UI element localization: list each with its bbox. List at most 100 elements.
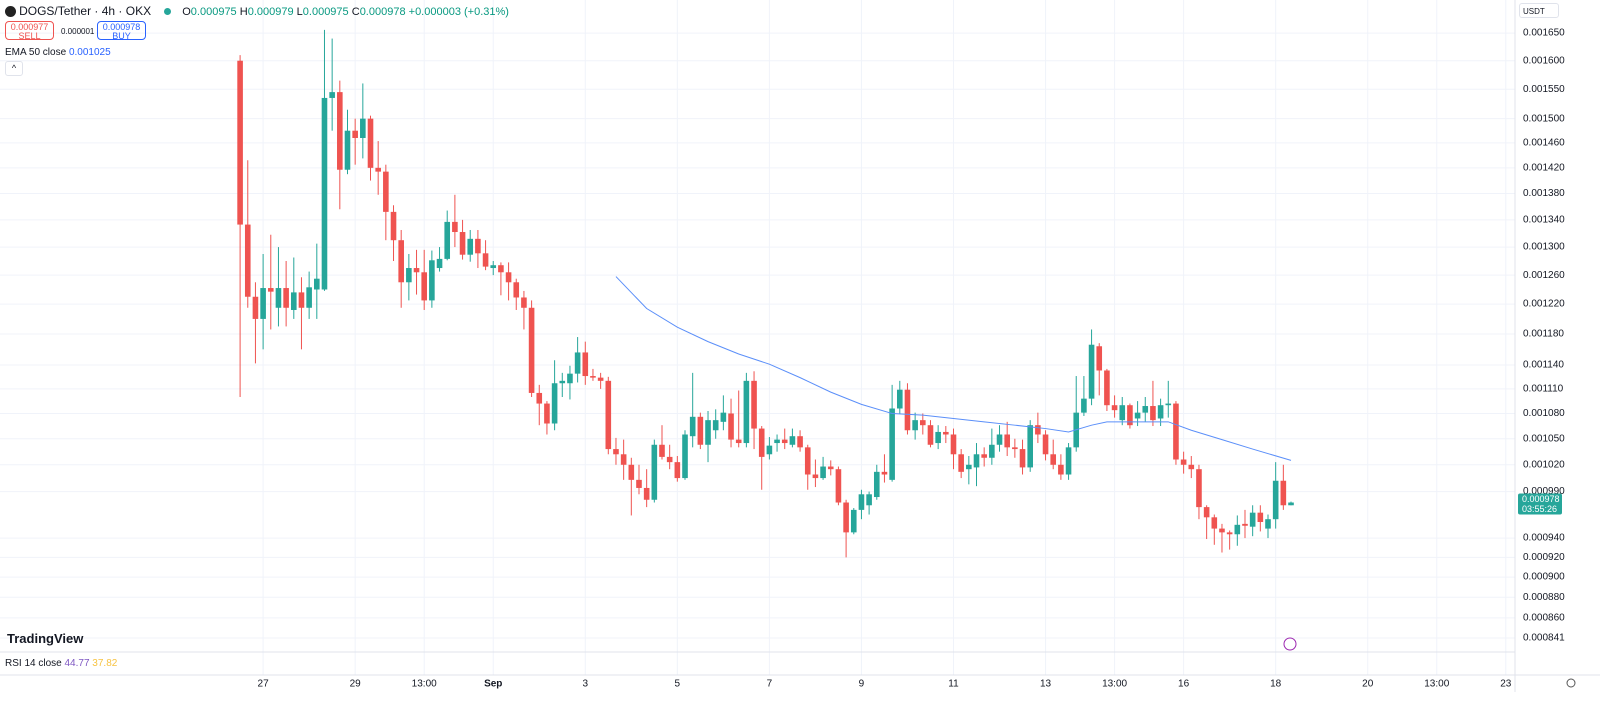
- candle-body: [858, 494, 865, 510]
- candle-body: [490, 265, 497, 269]
- candle-body: [996, 434, 1003, 445]
- candle-body: [505, 272, 512, 283]
- candle-body: [244, 224, 251, 297]
- candle-body: [682, 434, 688, 479]
- candle-body: [475, 238, 481, 254]
- x-tick-label: Sep: [484, 679, 502, 690]
- candle-body: [774, 439, 780, 444]
- candle-body: [728, 413, 734, 440]
- brand: TradingView: [7, 631, 84, 646]
- candle-body: [643, 487, 650, 500]
- change: +0.000003 (+0.31%): [408, 6, 509, 18]
- last-price: 0.000978: [1522, 494, 1560, 504]
- candle-body: [1142, 406, 1149, 413]
- candle-body: [966, 464, 972, 470]
- candle-body: [1165, 403, 1172, 406]
- candle-body: [927, 425, 934, 445]
- candle-body: [751, 380, 757, 429]
- y-tick-label: 0.001020: [1523, 459, 1565, 470]
- candle-body: [896, 389, 903, 409]
- ohlc-label: O: [182, 6, 191, 18]
- candle-body: [620, 454, 627, 465]
- candle-body: [797, 436, 803, 448]
- candle-body: [812, 474, 819, 479]
- candle-body: [413, 268, 420, 273]
- spread: 0.000001: [61, 27, 95, 36]
- candle-body: [352, 130, 358, 138]
- x-tick-label: 16: [1178, 679, 1190, 690]
- ohlc-value: 0.000975: [190, 6, 237, 18]
- candle-body: [306, 287, 312, 308]
- candle-body: [582, 352, 589, 377]
- y-tick-label: 0.001340: [1523, 215, 1565, 226]
- candle-body: [321, 97, 328, 290]
- candle-body: [1065, 447, 1072, 475]
- buy-button[interactable]: 0.000978 BUY: [97, 21, 146, 41]
- candle-body: [958, 454, 964, 472]
- x-tick-label: 23: [1500, 679, 1512, 690]
- candle-body: [720, 412, 727, 422]
- candle-body: [935, 431, 941, 444]
- rsi-ma: 37.82: [92, 658, 118, 669]
- collapse-button[interactable]: ^: [5, 61, 23, 76]
- ohlc-value: 0.000975: [302, 6, 349, 18]
- ema-legend: EMA 50 close 0.001025: [5, 47, 111, 58]
- candle-body: [1219, 528, 1225, 533]
- y-tick-label: 0.001260: [1523, 270, 1565, 281]
- candle-body: [873, 471, 880, 498]
- candle-body: [275, 288, 282, 308]
- candle-body: [1104, 370, 1110, 406]
- x-tick-label: 13:00: [1424, 679, 1449, 690]
- candle-body: [1173, 403, 1179, 460]
- candle-body: [567, 373, 573, 384]
- y-tick-label: 0.001550: [1523, 84, 1565, 95]
- candle-body: [429, 260, 435, 301]
- candle-body: [820, 466, 826, 479]
- candle-body: [452, 221, 458, 233]
- candle-body: [835, 469, 842, 503]
- candle-body: [866, 494, 872, 506]
- candle-body: [1242, 523, 1248, 526]
- candle-body: [1150, 406, 1156, 421]
- candle-body: [674, 462, 681, 479]
- candle-body: [459, 232, 466, 255]
- x-tick-label: 13:00: [412, 679, 437, 690]
- candle-body: [705, 420, 711, 445]
- sell-price: 0.000977: [10, 22, 49, 32]
- sell-label: SELL: [18, 31, 41, 41]
- candle-body: [1196, 469, 1202, 508]
- currency[interactable]: USDT: [1519, 3, 1559, 18]
- candle-body: [981, 454, 987, 458]
- candle-body: [1119, 405, 1126, 421]
- symbol[interactable]: DOGS/Tether · 4h · OKX: [19, 4, 152, 18]
- y-tick-label: 0.000860: [1523, 613, 1565, 624]
- candle-body: [1249, 512, 1256, 527]
- y-tick-label: 0.001380: [1523, 188, 1565, 199]
- candle-body: [1188, 464, 1195, 470]
- candle-body: [1180, 459, 1187, 465]
- status-dot: [164, 8, 172, 15]
- x-tick-label: 20: [1362, 679, 1374, 690]
- candle-body: [1257, 512, 1264, 522]
- candle-body: [697, 416, 704, 445]
- candle-body: [298, 292, 305, 308]
- candle-body: [666, 456, 673, 463]
- y-tick-label: 0.001140: [1523, 360, 1564, 371]
- rsi-value: 44.77: [64, 658, 90, 669]
- ohlc-value: 0.000979: [247, 6, 294, 18]
- candle-body: [881, 471, 888, 475]
- candle-body: [843, 502, 849, 533]
- candle-body: [743, 380, 750, 444]
- candle-body: [613, 449, 619, 455]
- candle-body: [436, 258, 443, 269]
- candle-body: [544, 403, 550, 424]
- candle-body: [712, 420, 719, 431]
- y-tick-label: 0.001180: [1523, 329, 1564, 340]
- candle-body: [398, 240, 404, 283]
- sell-button[interactable]: 0.000977 SELL: [5, 21, 54, 41]
- legend-row: DOGS/Tether · 4h · OKX O0.000975 H0.0009…: [5, 4, 509, 18]
- y-tick-label: 0.000920: [1523, 552, 1565, 563]
- y-tick-label: 0.000900: [1523, 572, 1565, 583]
- y-tick-label: 0.001220: [1523, 299, 1565, 310]
